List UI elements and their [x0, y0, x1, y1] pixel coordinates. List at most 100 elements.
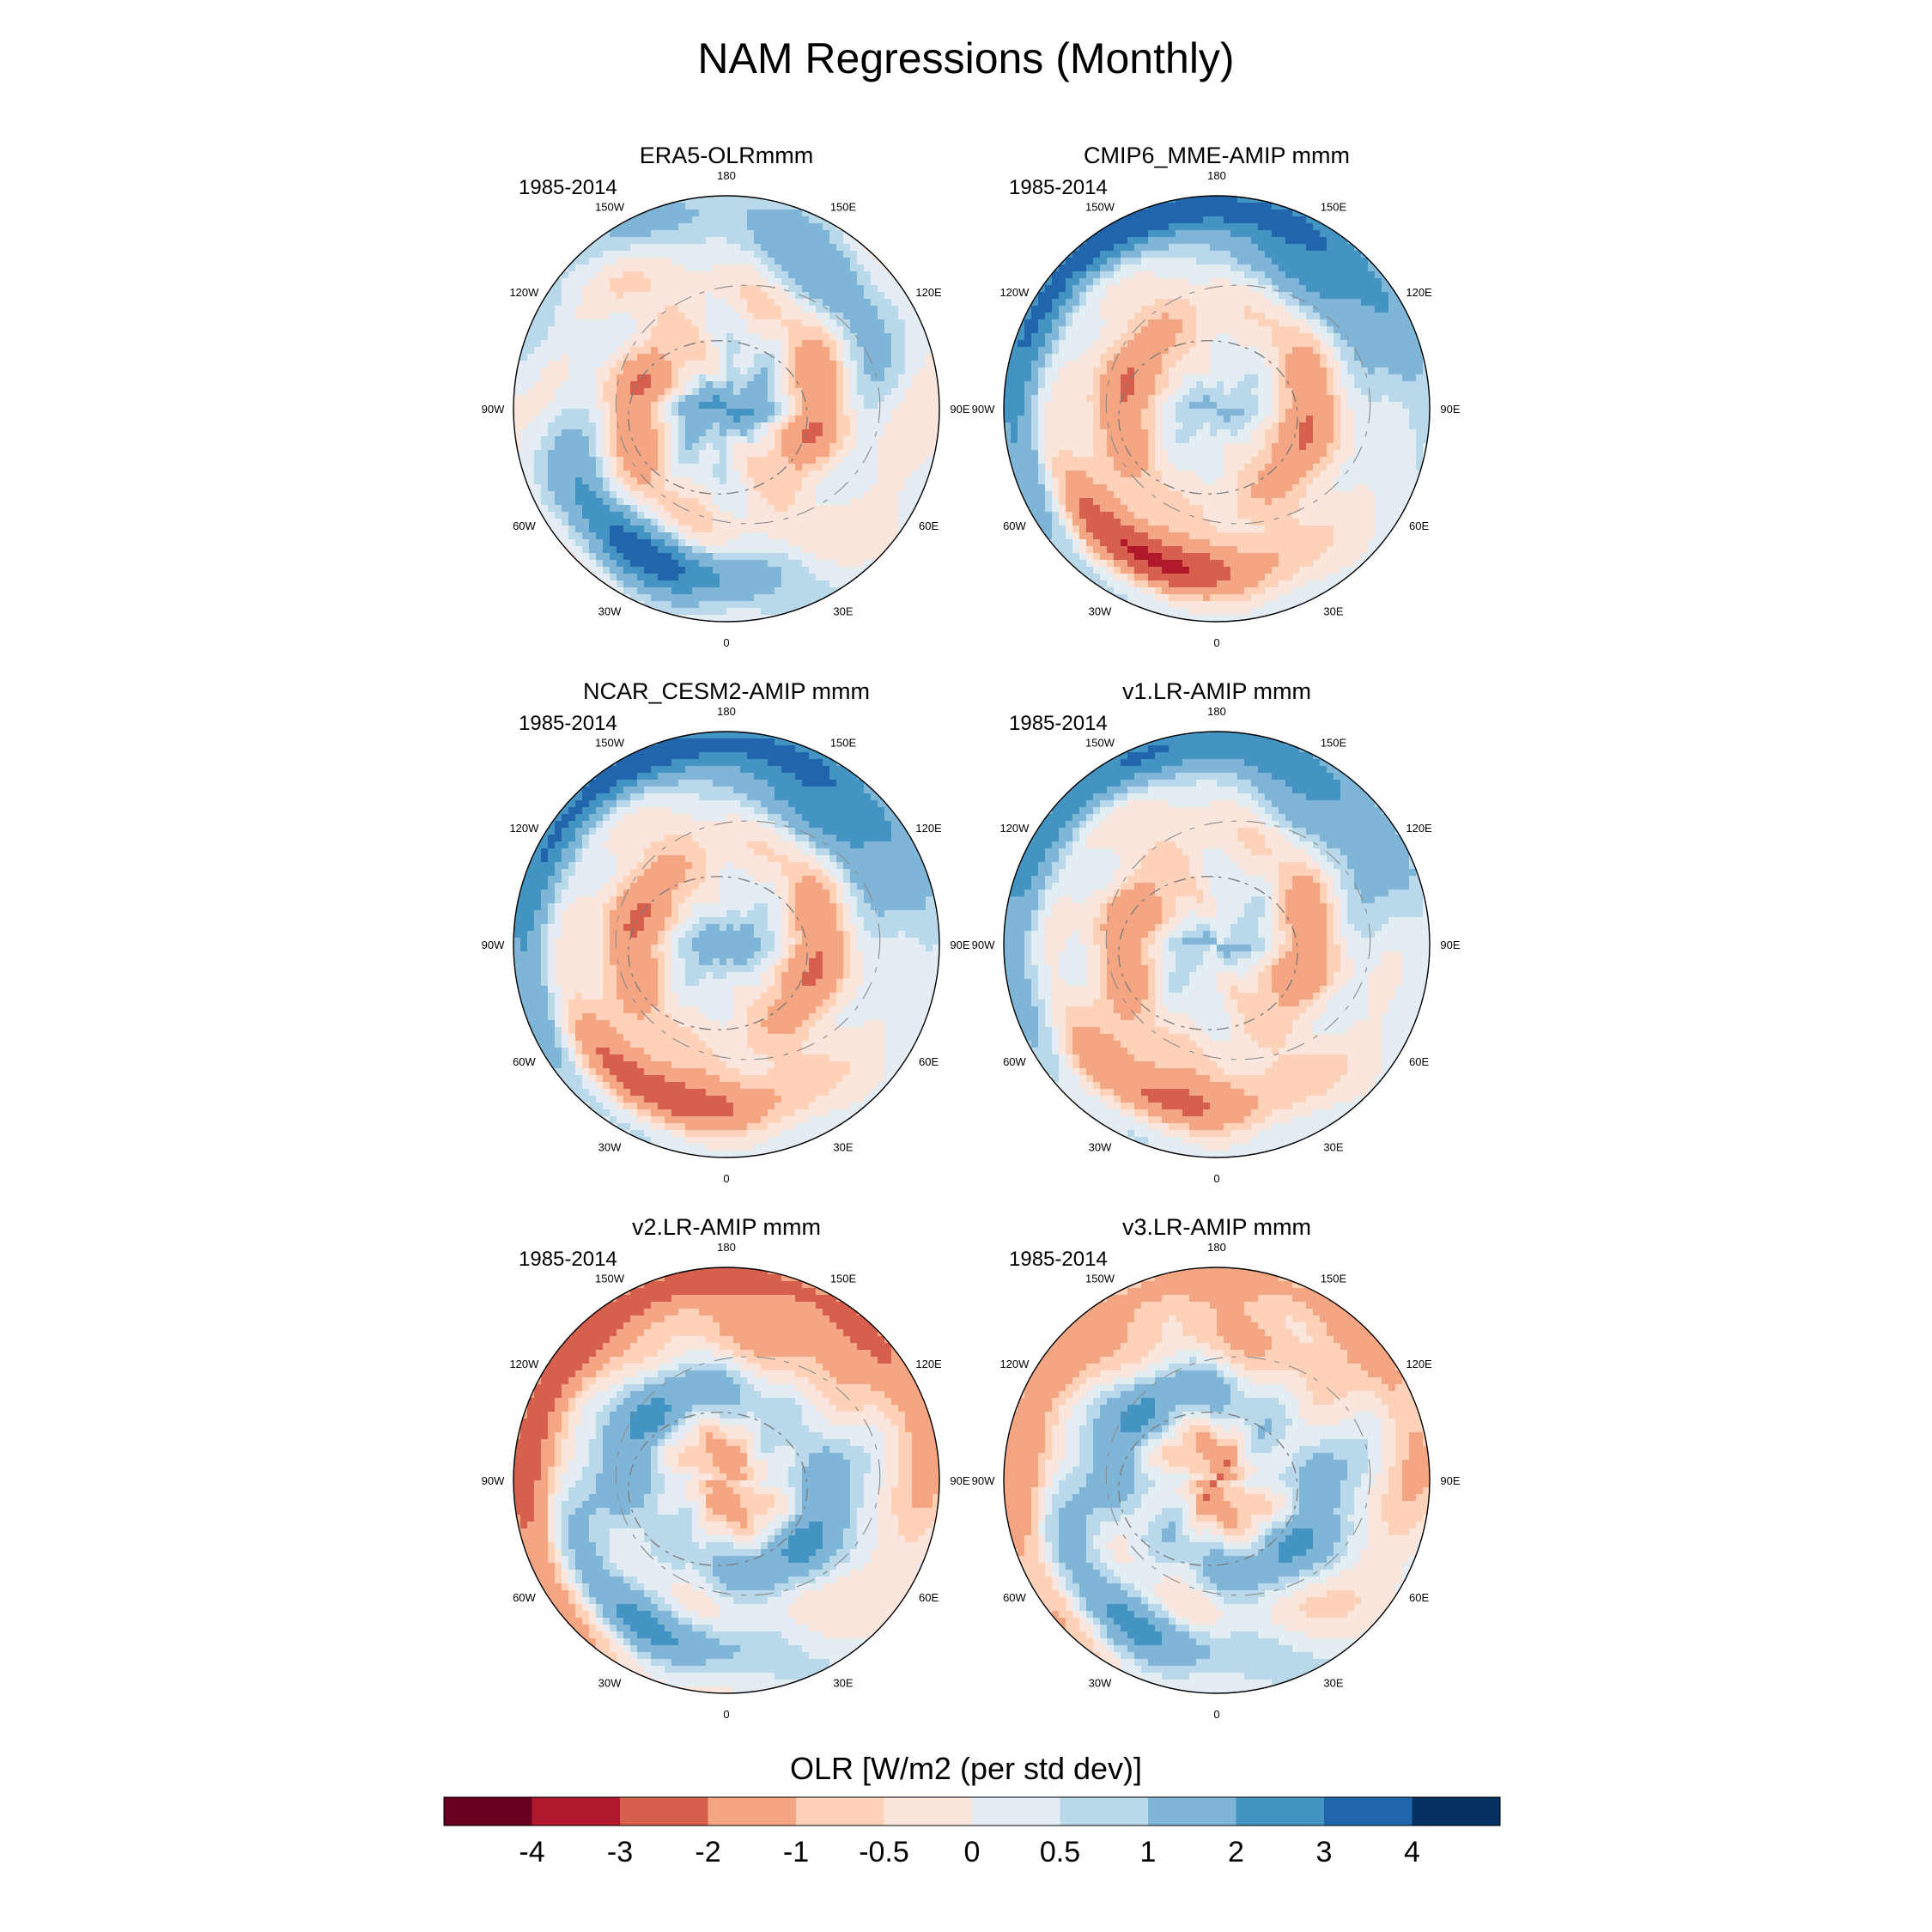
- contour-cell: [1285, 368, 1293, 375]
- contour-cell: [850, 402, 858, 410]
- contour-cell: [665, 230, 672, 238]
- contour-cell: [678, 326, 686, 334]
- contour-cell: [1251, 319, 1259, 327]
- contour-cell: [1334, 313, 1341, 320]
- contour-cell: [829, 574, 837, 581]
- contour-cell: [1079, 340, 1087, 348]
- contour-cell: [1375, 395, 1382, 403]
- contour-cell: [1320, 409, 1327, 416]
- contour-cell: [1272, 292, 1279, 300]
- contour-cell: [1340, 264, 1348, 272]
- contour-cell: [1258, 340, 1266, 348]
- contour-cell: [541, 491, 549, 499]
- contour-cell: [541, 347, 549, 355]
- contour-cell: [747, 416, 755, 423]
- contour-cell: [1141, 361, 1149, 368]
- contour-cell: [871, 326, 878, 334]
- contour-cell: [1217, 251, 1224, 258]
- contour-cell: [1265, 230, 1273, 238]
- contour-cell: [1340, 402, 1348, 410]
- contour-cell: [610, 340, 617, 348]
- contour-cell: [637, 491, 645, 499]
- contour-cell: [754, 251, 762, 258]
- contour-cell: [816, 409, 823, 416]
- contour-cell: [651, 313, 659, 320]
- contour-cell: [768, 526, 775, 533]
- contour-cell: [1258, 244, 1266, 252]
- contour-cell: [1395, 319, 1403, 327]
- contour-cell: [610, 299, 617, 307]
- contour-cell: [513, 416, 521, 423]
- contour-cell: [1354, 299, 1362, 307]
- contour-cell: [1052, 416, 1060, 423]
- contour-cell: [1079, 313, 1087, 320]
- contour-cell: [836, 505, 844, 513]
- contour-cell: [1107, 319, 1115, 327]
- contour-cell: [589, 354, 597, 361]
- contour-cell: [706, 285, 714, 293]
- contour-cell: [912, 402, 920, 410]
- contour-cell: [1038, 340, 1046, 348]
- contour-cell: [1258, 216, 1266, 224]
- contour-cell: [871, 553, 878, 561]
- contour-cell: [644, 567, 652, 574]
- contour-cell: [871, 429, 878, 437]
- contour-cell: [1265, 409, 1273, 416]
- contour-cell: [651, 333, 659, 341]
- contour-cell: [823, 512, 830, 519]
- contour-cell: [665, 526, 672, 533]
- contour-cell: [1327, 381, 1334, 389]
- contour-cell: [1306, 395, 1314, 403]
- contour-cell: [1340, 278, 1348, 286]
- contour-cell: [713, 264, 720, 272]
- contour-cell: [1217, 422, 1224, 430]
- contour-cell: [1423, 388, 1430, 396]
- contour-cell: [1210, 313, 1218, 320]
- contour-cell: [1079, 292, 1087, 300]
- contour-cell: [781, 539, 789, 547]
- contour-cell: [692, 196, 700, 204]
- contour-cell: [568, 553, 576, 561]
- contour-cell: [603, 498, 611, 506]
- contour-cell: [658, 333, 665, 341]
- contour-cell: [534, 388, 542, 396]
- contour-cell: [685, 567, 693, 574]
- contour-cell: [651, 560, 659, 568]
- contour-cell: [617, 422, 624, 430]
- contour-cell: [706, 532, 714, 540]
- contour-cell: [816, 567, 823, 574]
- contour-cell: [1121, 258, 1128, 265]
- contour-cell: [1409, 340, 1417, 348]
- contour-cell: [1285, 313, 1293, 320]
- contour-cell: [589, 512, 597, 519]
- contour-cell: [884, 429, 892, 437]
- contour-cell: [1224, 374, 1231, 382]
- contour-cell: [1066, 368, 1073, 375]
- contour-cell: [623, 319, 631, 327]
- contour-cell: [1265, 210, 1273, 217]
- contour-cell: [740, 471, 748, 478]
- contour-cell: [555, 477, 562, 485]
- contour-cell: [1134, 402, 1142, 410]
- contour-cell: [740, 409, 748, 416]
- contour-cell: [555, 402, 562, 410]
- contour-cell: [1045, 285, 1053, 293]
- contour-cell: [610, 443, 617, 451]
- contour-cell: [568, 457, 576, 465]
- contour-cell: [933, 409, 939, 416]
- contour-cell: [1176, 319, 1183, 327]
- contour-cell: [568, 271, 576, 279]
- contour-cell: [1340, 374, 1348, 382]
- contour-cell: [726, 580, 734, 588]
- contour-cell: [1382, 319, 1389, 327]
- contour-cell: [761, 553, 769, 561]
- contour-cell: [1306, 381, 1314, 389]
- contour-cell: [644, 354, 652, 361]
- contour-cell: [651, 477, 659, 485]
- contour-cell: [706, 587, 714, 595]
- contour-cell: [692, 230, 700, 238]
- contour-cell: [1134, 326, 1142, 334]
- contour-cell: [1066, 333, 1073, 341]
- contour-cell: [1382, 285, 1389, 293]
- contour-cell: [610, 395, 617, 403]
